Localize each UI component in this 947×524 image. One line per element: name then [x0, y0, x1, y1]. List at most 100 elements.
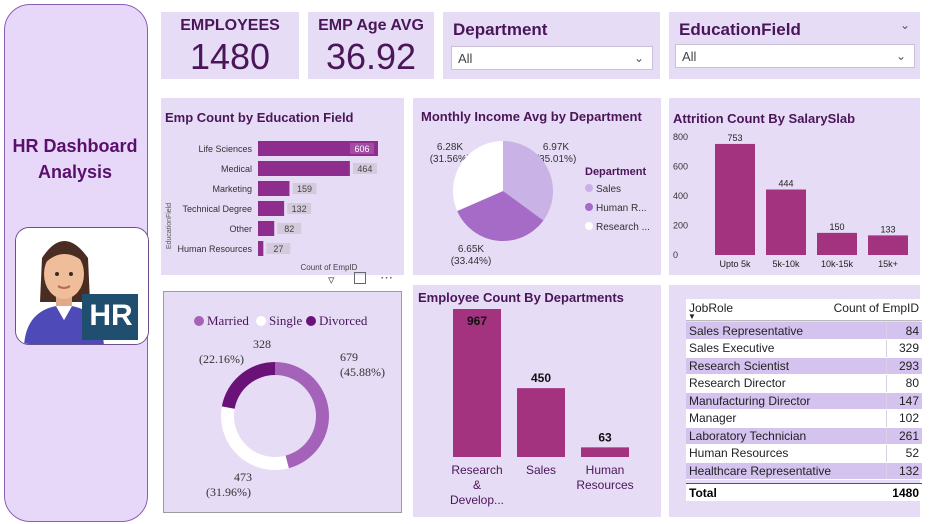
edu-bar — [258, 141, 378, 156]
education-slicer: EducationField ⌄ All ⌄ — [669, 12, 920, 79]
edu-data-label: 606 — [354, 144, 369, 154]
jobrole-column-header[interactable]: JobRole — [689, 301, 734, 315]
department-bar — [517, 388, 565, 457]
income-label-sales-value: 6.97K — [543, 142, 569, 153]
jobrole-cell: Manager — [686, 409, 887, 428]
edu-data-label: 132 — [292, 204, 307, 214]
marital-label-divorced-pct: (22.16%) — [199, 352, 244, 366]
marital-label-divorced-value: 328 — [253, 337, 271, 351]
education-bar-chart: EducationField Count of EmpID Life Scien… — [166, 141, 378, 272]
edu-label-bg — [350, 143, 374, 154]
sort-descending-icon[interactable]: ▼ — [688, 312, 696, 321]
table-row[interactable]: Human Resources 52 — [686, 444, 922, 463]
attrition-bar — [868, 235, 908, 255]
department-x-tick: Resources — [576, 478, 633, 492]
jobrole-cell: Human Resources — [686, 444, 887, 463]
chevron-down-icon: ⌄ — [633, 51, 644, 65]
income-label-rd-pct: (31.56%) — [430, 154, 471, 165]
count-column-header[interactable]: Count of EmpID — [833, 301, 919, 315]
more-options-icon[interactable]: ⋯ — [380, 270, 394, 285]
attrition-x-tick: 15k+ — [878, 259, 898, 269]
department-data-label: 63 — [598, 430, 612, 444]
count-cell: 329 — [885, 339, 922, 358]
count-cell: 132 — [885, 462, 922, 480]
marital-donut-panel[interactable]: Married Single Divorced 679 (45.88%) 473… — [163, 291, 402, 513]
income-pie-chart: Department Sales Human R... Research ...… — [430, 141, 650, 267]
employees-value: 1480 — [189, 36, 271, 77]
chevron-down-icon[interactable]: ⌄ — [899, 18, 910, 32]
department-data-label: 450 — [531, 371, 551, 385]
attrition-bar — [817, 232, 857, 255]
edu-label-bg — [287, 203, 312, 214]
attrition-bar — [766, 189, 806, 255]
legend-swatch-sales — [585, 184, 593, 192]
table-row[interactable]: Manufacturing Director 147 — [686, 392, 922, 410]
count-cell: 147 — [885, 392, 922, 410]
table-row[interactable]: Research Scientist 293 — [686, 357, 922, 375]
count-cell: 52 — [885, 444, 922, 463]
attrition-y-tick: 0 — [673, 250, 678, 260]
marital-label-single-value: 473 — [234, 470, 252, 484]
legend-item-divorced: Divorced — [319, 313, 368, 328]
marital-donut-chart: Married Single Divorced 679 (45.88%) 473… — [194, 313, 385, 499]
legend-swatch-hr — [585, 203, 593, 211]
marital-donut-slice — [275, 362, 329, 469]
edu-bar — [258, 161, 350, 176]
jobrole-table-panel: JobRole ▼ Count of EmpID Sales Represent… — [669, 285, 922, 517]
department-bar — [453, 309, 501, 457]
jobrole-cell: Manufacturing Director — [686, 392, 887, 410]
table-row[interactable]: Healthcare Representative 132 — [686, 462, 922, 480]
education-dropdown[interactable]: All ⌄ — [675, 44, 915, 68]
department-bar-chart: 967 Research&Develop... 450 Sales 63 HumanRes… — [450, 309, 634, 507]
edu-label-bg — [352, 163, 377, 174]
jobrole-cell: Research Director — [686, 374, 887, 393]
hr-badge: HR — [89, 299, 133, 332]
edu-data-label: 464 — [357, 164, 372, 174]
attrition-chart-title: Attrition Count By SalarySlab — [673, 111, 856, 126]
edu-tick-label: Human Resources — [177, 244, 252, 254]
legend-item-rd: Research ... — [596, 222, 650, 233]
count-cell: 84 — [885, 322, 922, 340]
jobrole-cell: Sales Representative — [686, 322, 887, 340]
attrition-y-tick: 200 — [673, 221, 688, 231]
jobrole-cell: Healthcare Representative — [686, 462, 887, 480]
edu-bar — [258, 201, 285, 216]
dashboard-title: HR Dashboard Analysis — [12, 136, 138, 182]
edu-data-label: 27 — [273, 244, 283, 254]
table-row[interactable]: Manager 102 — [686, 409, 922, 428]
focus-mode-icon[interactable] — [354, 272, 366, 284]
department-chart-panel: Employee Count By Departments 967 Researc… — [413, 285, 661, 517]
jobrole-cell: Sales Executive — [686, 339, 887, 358]
department-dropdown[interactable]: All ⌄ — [451, 46, 653, 70]
income-label-rd-value: 6.28K — [437, 142, 463, 153]
filter-icon[interactable]: ▿ — [328, 272, 335, 287]
attrition-chart-panel: Attrition Count By SalarySlab 0 200 400 600… — [669, 98, 920, 275]
department-bar — [581, 447, 629, 457]
edu-tick-label: Medical — [221, 164, 252, 174]
attrition-y-tick: 600 — [673, 162, 688, 172]
jobrole-cell: Laboratory Technician — [686, 427, 887, 445]
attrition-data-label: 444 — [778, 179, 793, 189]
income-pie-slice — [503, 141, 553, 221]
attrition-y-tick: 800 — [673, 132, 688, 142]
count-cell: 80 — [885, 374, 922, 393]
table-row[interactable]: Laboratory Technician 261 — [686, 427, 922, 445]
attrition-bar — [715, 143, 755, 255]
income-chart-title: Monthly Income Avg by Department — [421, 109, 642, 124]
jobrole-cell: Research Scientist — [686, 357, 887, 375]
department-x-tick: Develop... — [450, 493, 504, 507]
income-legend-title: Department — [585, 166, 646, 178]
income-label-sales-pct: (35.01%) — [536, 154, 577, 165]
department-slicer: Department All ⌄ — [443, 12, 660, 79]
table-total-row: Total 1480 — [686, 483, 922, 501]
education-slicer-title: EducationField — [679, 20, 801, 39]
department-data-label: 967 — [467, 314, 487, 328]
legend-item-married: Married — [207, 313, 249, 328]
marital-label-married-pct: (45.88%) — [340, 365, 385, 379]
table-row[interactable]: Sales Representative 84 — [686, 322, 922, 340]
chevron-down-icon: ⌄ — [895, 49, 906, 63]
edu-data-label: 159 — [297, 184, 312, 194]
legend-swatch-married — [194, 316, 204, 326]
table-row[interactable]: Research Director 80 — [686, 374, 922, 393]
table-row[interactable]: Sales Executive 329 — [686, 339, 922, 358]
